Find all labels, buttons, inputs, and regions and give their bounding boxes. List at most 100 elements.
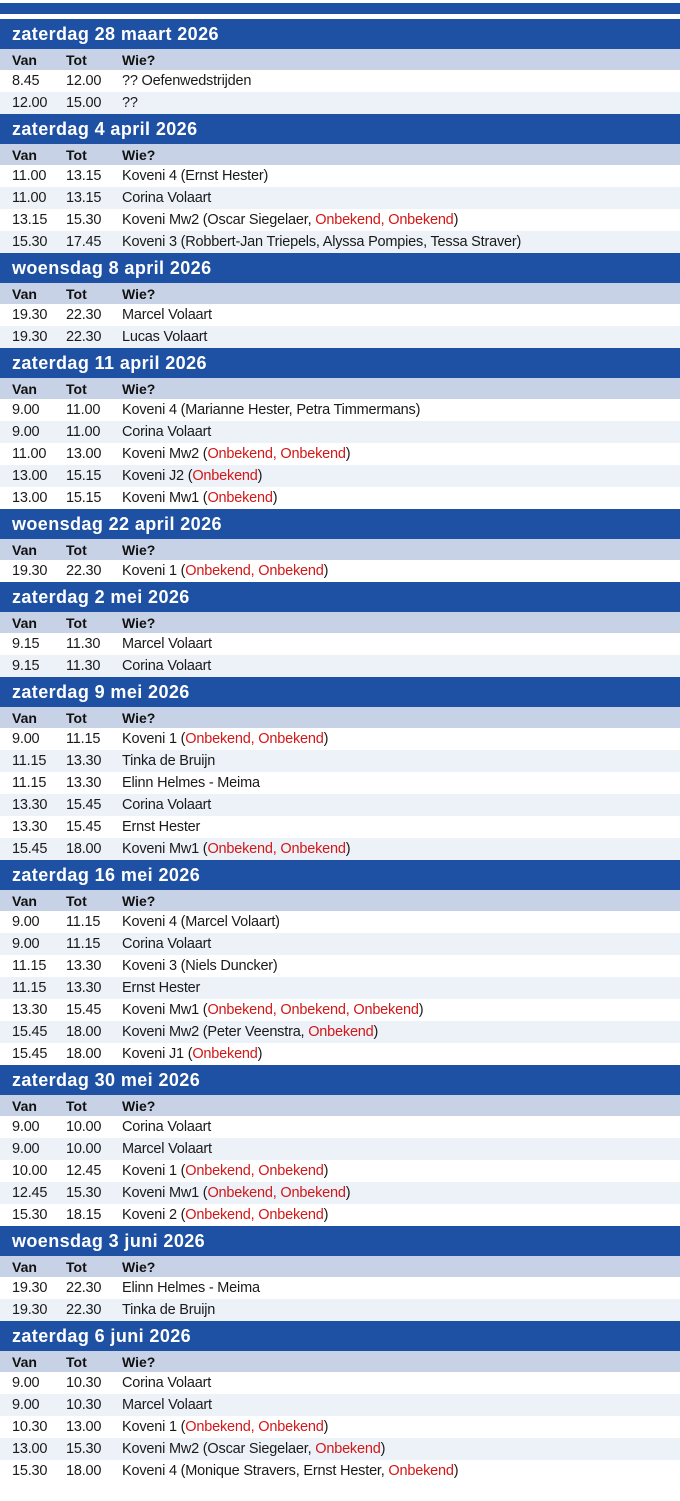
wie-text: Tinka de Bruijn xyxy=(122,753,216,769)
wie-text: Marcel Volaart xyxy=(122,307,212,323)
cell-van: 9.00 xyxy=(12,914,40,930)
section-date-header: zaterdag 6 juni 2026 xyxy=(0,1321,680,1351)
section-date-header: zaterdag 9 mei 2026 xyxy=(0,677,680,707)
column-header-van: Van xyxy=(12,1097,37,1114)
cell-tot: 17.45 xyxy=(66,234,102,250)
cell-van: 11.00 xyxy=(12,190,47,206)
cell-van: 11.15 xyxy=(12,958,47,974)
section-rows: 19.30 22.30 Koveni 1 (Onbekend, Onbekend) xyxy=(0,560,680,582)
table-row: 15.45 18.00 Koveni Mw1 (Onbekend, Onbekend… xyxy=(0,838,680,860)
table-row: 19.30 22.30 Marcel Volaart xyxy=(0,304,680,326)
cell-wie: Koveni Mw2 (Peter Veenstra, Onbekend) xyxy=(122,1024,680,1040)
cell-tot: 18.00 xyxy=(66,1463,102,1479)
table-row: 11.15 13.30 Koveni 3 (Niels Duncker) xyxy=(0,955,680,977)
schedule-section: zaterdag 4 april 2026 Van Tot Wie? 11.00 13.1… xyxy=(0,114,680,253)
cell-wie: Marcel Volaart xyxy=(122,1141,680,1157)
wie-text: ) xyxy=(418,1002,424,1018)
section-date-header: woensdag 3 juni 2026 xyxy=(0,1226,680,1256)
column-header-row: Van Tot Wie? xyxy=(0,1256,680,1277)
cell-van: 13.30 xyxy=(12,819,48,835)
table-row: 9.00 11.15 Koveni 4 (Marcel Volaart) xyxy=(0,911,680,933)
cell-van: 9.00 xyxy=(12,1397,40,1413)
section-rows: 19.30 22.30 Marcel Volaart 19.30 22.30 Lucas … xyxy=(0,304,680,348)
column-header-row: Van Tot Wie? xyxy=(0,890,680,911)
unknown-label: Onbekend xyxy=(192,468,258,484)
cell-van: 11.15 xyxy=(12,775,47,791)
schedule-section: woensdag 8 april 2026 Van Tot Wie? 19.30 22.3… xyxy=(0,253,680,348)
wie-text: Marcel Volaart xyxy=(122,1141,212,1157)
cell-wie: Koveni Mw2 (Oscar Siegelaer, Onbekend, O… xyxy=(122,212,680,228)
wie-text: ) xyxy=(345,1185,351,1201)
cell-wie: Corina Volaart xyxy=(122,190,680,206)
cell-wie: Corina Volaart xyxy=(122,797,680,813)
section-rows: 8.45 12.00 ?? Oefenwedstrijden 12.00 15.00?? xyxy=(0,70,680,114)
column-header-tot: Tot xyxy=(66,380,87,397)
unknown-label: Onbekend xyxy=(207,490,273,506)
schedule-section: woensdag 22 april 2026 Van Tot Wie? 19.30 22.… xyxy=(0,509,680,582)
wie-text: Koveni J1 ( xyxy=(122,1046,193,1062)
cell-tot: 10.00 xyxy=(66,1141,102,1157)
cell-wie: Corina Volaart xyxy=(122,424,680,440)
cell-tot: 18.00 xyxy=(66,1046,102,1062)
column-header-row: Van Tot Wie? xyxy=(0,1351,680,1372)
unknown-label: Onbekend, Onbekend xyxy=(185,1419,324,1435)
schedule-section: zaterdag 2 mei 2026 Van Tot Wie? 9.15 11.30 Ma… xyxy=(0,582,680,677)
cell-van: 19.30 xyxy=(12,1302,48,1318)
section-date-header: zaterdag 4 april 2026 xyxy=(0,114,680,144)
section-rows: 9.00 11.15 Koveni 4 (Marcel Volaart) 9.00 11… xyxy=(0,911,680,1065)
cell-wie: Elinn Helmes - Meima xyxy=(122,1280,680,1296)
column-header-wie: Wie? xyxy=(122,1258,156,1275)
section-date-header: zaterdag 16 mei 2026 xyxy=(0,860,680,890)
cell-tot: 13.30 xyxy=(66,775,102,791)
table-row: 15.30 18.15 Koveni 2 (Onbekend, Onbekend) xyxy=(0,1204,680,1226)
cell-wie: Ernst Hester xyxy=(122,980,680,996)
wie-text: ) xyxy=(323,1163,329,1179)
unknown-label: Onbekend xyxy=(315,1441,381,1457)
wie-text: Corina Volaart xyxy=(122,424,212,440)
column-header-tot: Tot xyxy=(66,51,87,68)
cell-van: 19.30 xyxy=(12,329,48,345)
cell-van: 11.00 xyxy=(12,446,47,462)
cell-tot: 11.30 xyxy=(66,636,101,652)
column-header-van: Van xyxy=(12,285,37,302)
cell-van: 9.00 xyxy=(12,1119,40,1135)
cell-wie: ?? Oefenwedstrijden xyxy=(122,73,680,89)
cell-wie: Corina Volaart xyxy=(122,936,680,952)
table-row: 13.30 15.45 Corina Volaart xyxy=(0,794,680,816)
wie-text: ) xyxy=(323,563,329,579)
wie-text: Tinka de Bruijn xyxy=(122,1302,216,1318)
column-header-van: Van xyxy=(12,541,37,558)
table-row: 9.00 11.15 Corina Volaart xyxy=(0,933,680,955)
table-row: 11.00 13.15 Corina Volaart xyxy=(0,187,680,209)
cell-tot: 11.15 xyxy=(66,936,101,952)
cell-tot: 13.00 xyxy=(66,446,102,462)
column-header-van: Van xyxy=(12,709,37,726)
wie-text: Koveni Mw2 (Oscar Siegelaer, xyxy=(122,1441,316,1457)
cell-wie: Koveni 1 (Onbekend, Onbekend) xyxy=(122,1163,680,1179)
column-header-wie: Wie? xyxy=(122,614,156,631)
cell-wie: Koveni 4 (Marcel Volaart) xyxy=(122,914,680,930)
table-row: 13.15 15.30 Koveni Mw2 (Oscar Siegelaer, O… xyxy=(0,209,680,231)
cell-wie: Tinka de Bruijn xyxy=(122,1302,680,1318)
cell-tot: 22.30 xyxy=(66,307,102,323)
table-row: 9.15 11.30 Marcel Volaart xyxy=(0,633,680,655)
wie-text: Koveni 1 ( xyxy=(122,1419,186,1435)
table-row: 11.15 13.30 Tinka de Bruijn xyxy=(0,750,680,772)
wie-text: Ernst Hester xyxy=(122,819,201,835)
cell-tot: 15.45 xyxy=(66,1002,102,1018)
schedule-page: zaterdag 28 maart 2026 Van Tot Wie? 8.45 12.0… xyxy=(0,3,680,1482)
table-row: 15.45 18.00 Koveni J1 (Onbekend) xyxy=(0,1043,680,1065)
table-row: 13.00 15.15 Koveni J2 (Onbekend) xyxy=(0,465,680,487)
cell-van: 12.45 xyxy=(12,1185,48,1201)
wie-text: Koveni Mw2 (Oscar Siegelaer, xyxy=(122,212,316,228)
table-row: 9.00 11.00 Koveni 4 (Marianne Hester, Petr… xyxy=(0,399,680,421)
cell-tot: 13.15 xyxy=(66,168,102,184)
cell-wie: Koveni Mw1 (Onbekend, Onbekend) xyxy=(122,1185,680,1201)
cell-van: 15.45 xyxy=(12,841,48,857)
section-date-header: zaterdag 11 april 2026 xyxy=(0,348,680,378)
table-row: 10.30 13.00 Koveni 1 (Onbekend, Onbekend) xyxy=(0,1416,680,1438)
cell-van: 9.00 xyxy=(12,402,40,418)
column-header-van: Van xyxy=(12,892,37,909)
cell-wie: Koveni Mw1 (Onbekend, Onbekend, Onbekend… xyxy=(122,1002,680,1018)
cell-wie: Koveni 3 (Niels Duncker) xyxy=(122,958,680,974)
